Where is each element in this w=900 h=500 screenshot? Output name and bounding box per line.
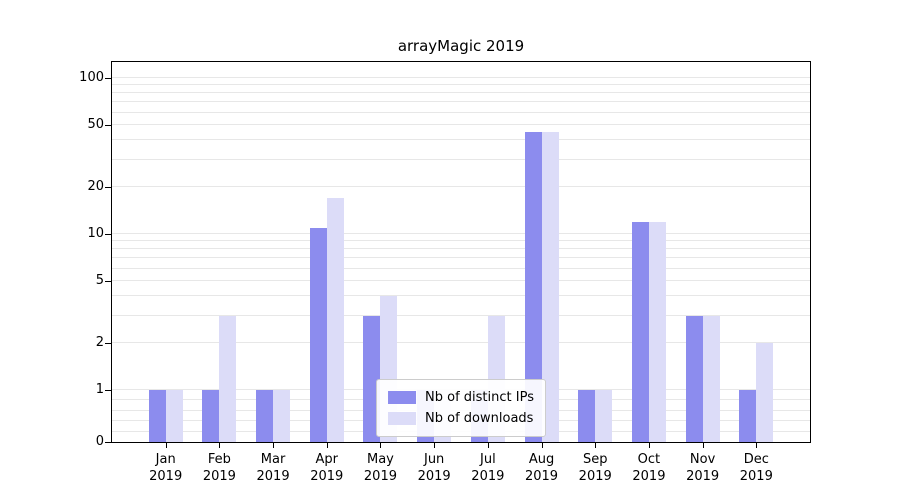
x-tick-mark (756, 442, 758, 448)
gridline (112, 101, 810, 103)
gridline (112, 267, 810, 269)
x-tick-mark (487, 442, 489, 448)
x-tick-label: May 2019 (363, 452, 397, 484)
x-tick-label: Jul 2019 (471, 452, 505, 484)
x-tick-mark (380, 442, 382, 448)
y-tick-mark (105, 187, 111, 189)
x-tick-mark (702, 442, 704, 448)
bar-downloads (165, 390, 183, 442)
gridline (112, 92, 810, 94)
bar-downloads (541, 132, 559, 442)
x-tick-label: Dec 2019 (739, 452, 773, 484)
x-tick-mark (595, 442, 597, 448)
gridline (112, 314, 810, 316)
chart-title: arrayMagic 2019 (397, 37, 525, 55)
x-tick-mark (648, 442, 650, 448)
x-tick-label: Mar 2019 (256, 452, 290, 484)
legend: Nb of distinct IPs Nb of downloads (376, 379, 546, 437)
x-tick-mark (326, 442, 328, 448)
bar-downloads (595, 390, 613, 442)
y-tick-mark (105, 390, 111, 391)
gridline (112, 158, 810, 160)
y-tick-mark (105, 280, 111, 282)
bar-distinct-ips (685, 315, 703, 442)
bar-downloads (326, 198, 344, 442)
y-tick-label: 100 (79, 70, 104, 85)
x-tick-label: Nov 2019 (686, 452, 720, 484)
bar-downloads (648, 221, 666, 442)
gridline (112, 248, 810, 250)
x-tick-label: Sep 2019 (578, 452, 612, 484)
bar-distinct-ips (148, 390, 166, 442)
bar-distinct-ips (524, 132, 542, 442)
y-tick-label: 1 (95, 382, 104, 397)
x-tick-label: Jan 2019 (149, 452, 183, 484)
y-tick-label: 2 (95, 335, 104, 351)
bar-downloads (219, 315, 237, 442)
bar-downloads (702, 315, 720, 442)
x-tick-mark (165, 442, 167, 448)
y-tick-mark (105, 234, 111, 235)
gridline (112, 123, 810, 125)
x-tick-label: Feb 2019 (202, 452, 236, 484)
x-tick-mark (219, 442, 221, 448)
gridline (112, 186, 810, 188)
y-tick-mark (105, 124, 111, 126)
x-tick-label: Aug 2019 (524, 452, 559, 484)
bar-distinct-ips (202, 390, 220, 442)
legend-label-downloads: Nb of downloads (425, 411, 534, 426)
x-tick-mark (434, 442, 436, 448)
x-tick-label: Jun 2019 (417, 452, 451, 484)
y-tick-label: 50 (87, 116, 104, 132)
legend-swatch-downloads (388, 412, 417, 425)
bar-distinct-ips (256, 390, 274, 442)
bar-distinct-ips (309, 227, 327, 442)
gridline (112, 233, 810, 234)
x-tick-label: Apr 2019 (310, 452, 344, 484)
y-tick-mark (105, 343, 111, 345)
x-tick-mark (541, 442, 543, 448)
bar-distinct-ips (631, 221, 649, 442)
legend-item-distinct-ips: Nb of distinct IPs (388, 387, 534, 408)
plot-area: Nb of distinct IPs Nb of downloads (111, 61, 811, 443)
legend-label-distinct-ips: Nb of distinct IPs (425, 390, 534, 405)
gridline (112, 240, 810, 242)
gridline (112, 77, 810, 78)
x-tick-mark (273, 442, 275, 448)
y-tick-label: 0 (95, 434, 104, 449)
bar-distinct-ips (578, 390, 596, 442)
gridline (112, 342, 810, 344)
legend-swatch-distinct-ips (388, 391, 417, 404)
y-tick-label: 5 (95, 272, 104, 288)
gridline (112, 257, 810, 259)
bar-distinct-ips (739, 390, 757, 442)
y-tick-label: 10 (87, 226, 104, 241)
legend-item-downloads: Nb of downloads (388, 408, 534, 429)
gridline (112, 295, 810, 297)
gridline (112, 279, 810, 281)
gridline (112, 84, 810, 86)
y-tick-label: 20 (87, 179, 104, 195)
bar-downloads (756, 343, 774, 442)
gridline (112, 111, 810, 113)
gridline (112, 139, 810, 141)
y-tick-mark (105, 78, 111, 79)
y-tick-mark (105, 442, 111, 443)
bar-downloads (273, 390, 291, 442)
x-tick-label: Oct 2019 (632, 452, 666, 484)
